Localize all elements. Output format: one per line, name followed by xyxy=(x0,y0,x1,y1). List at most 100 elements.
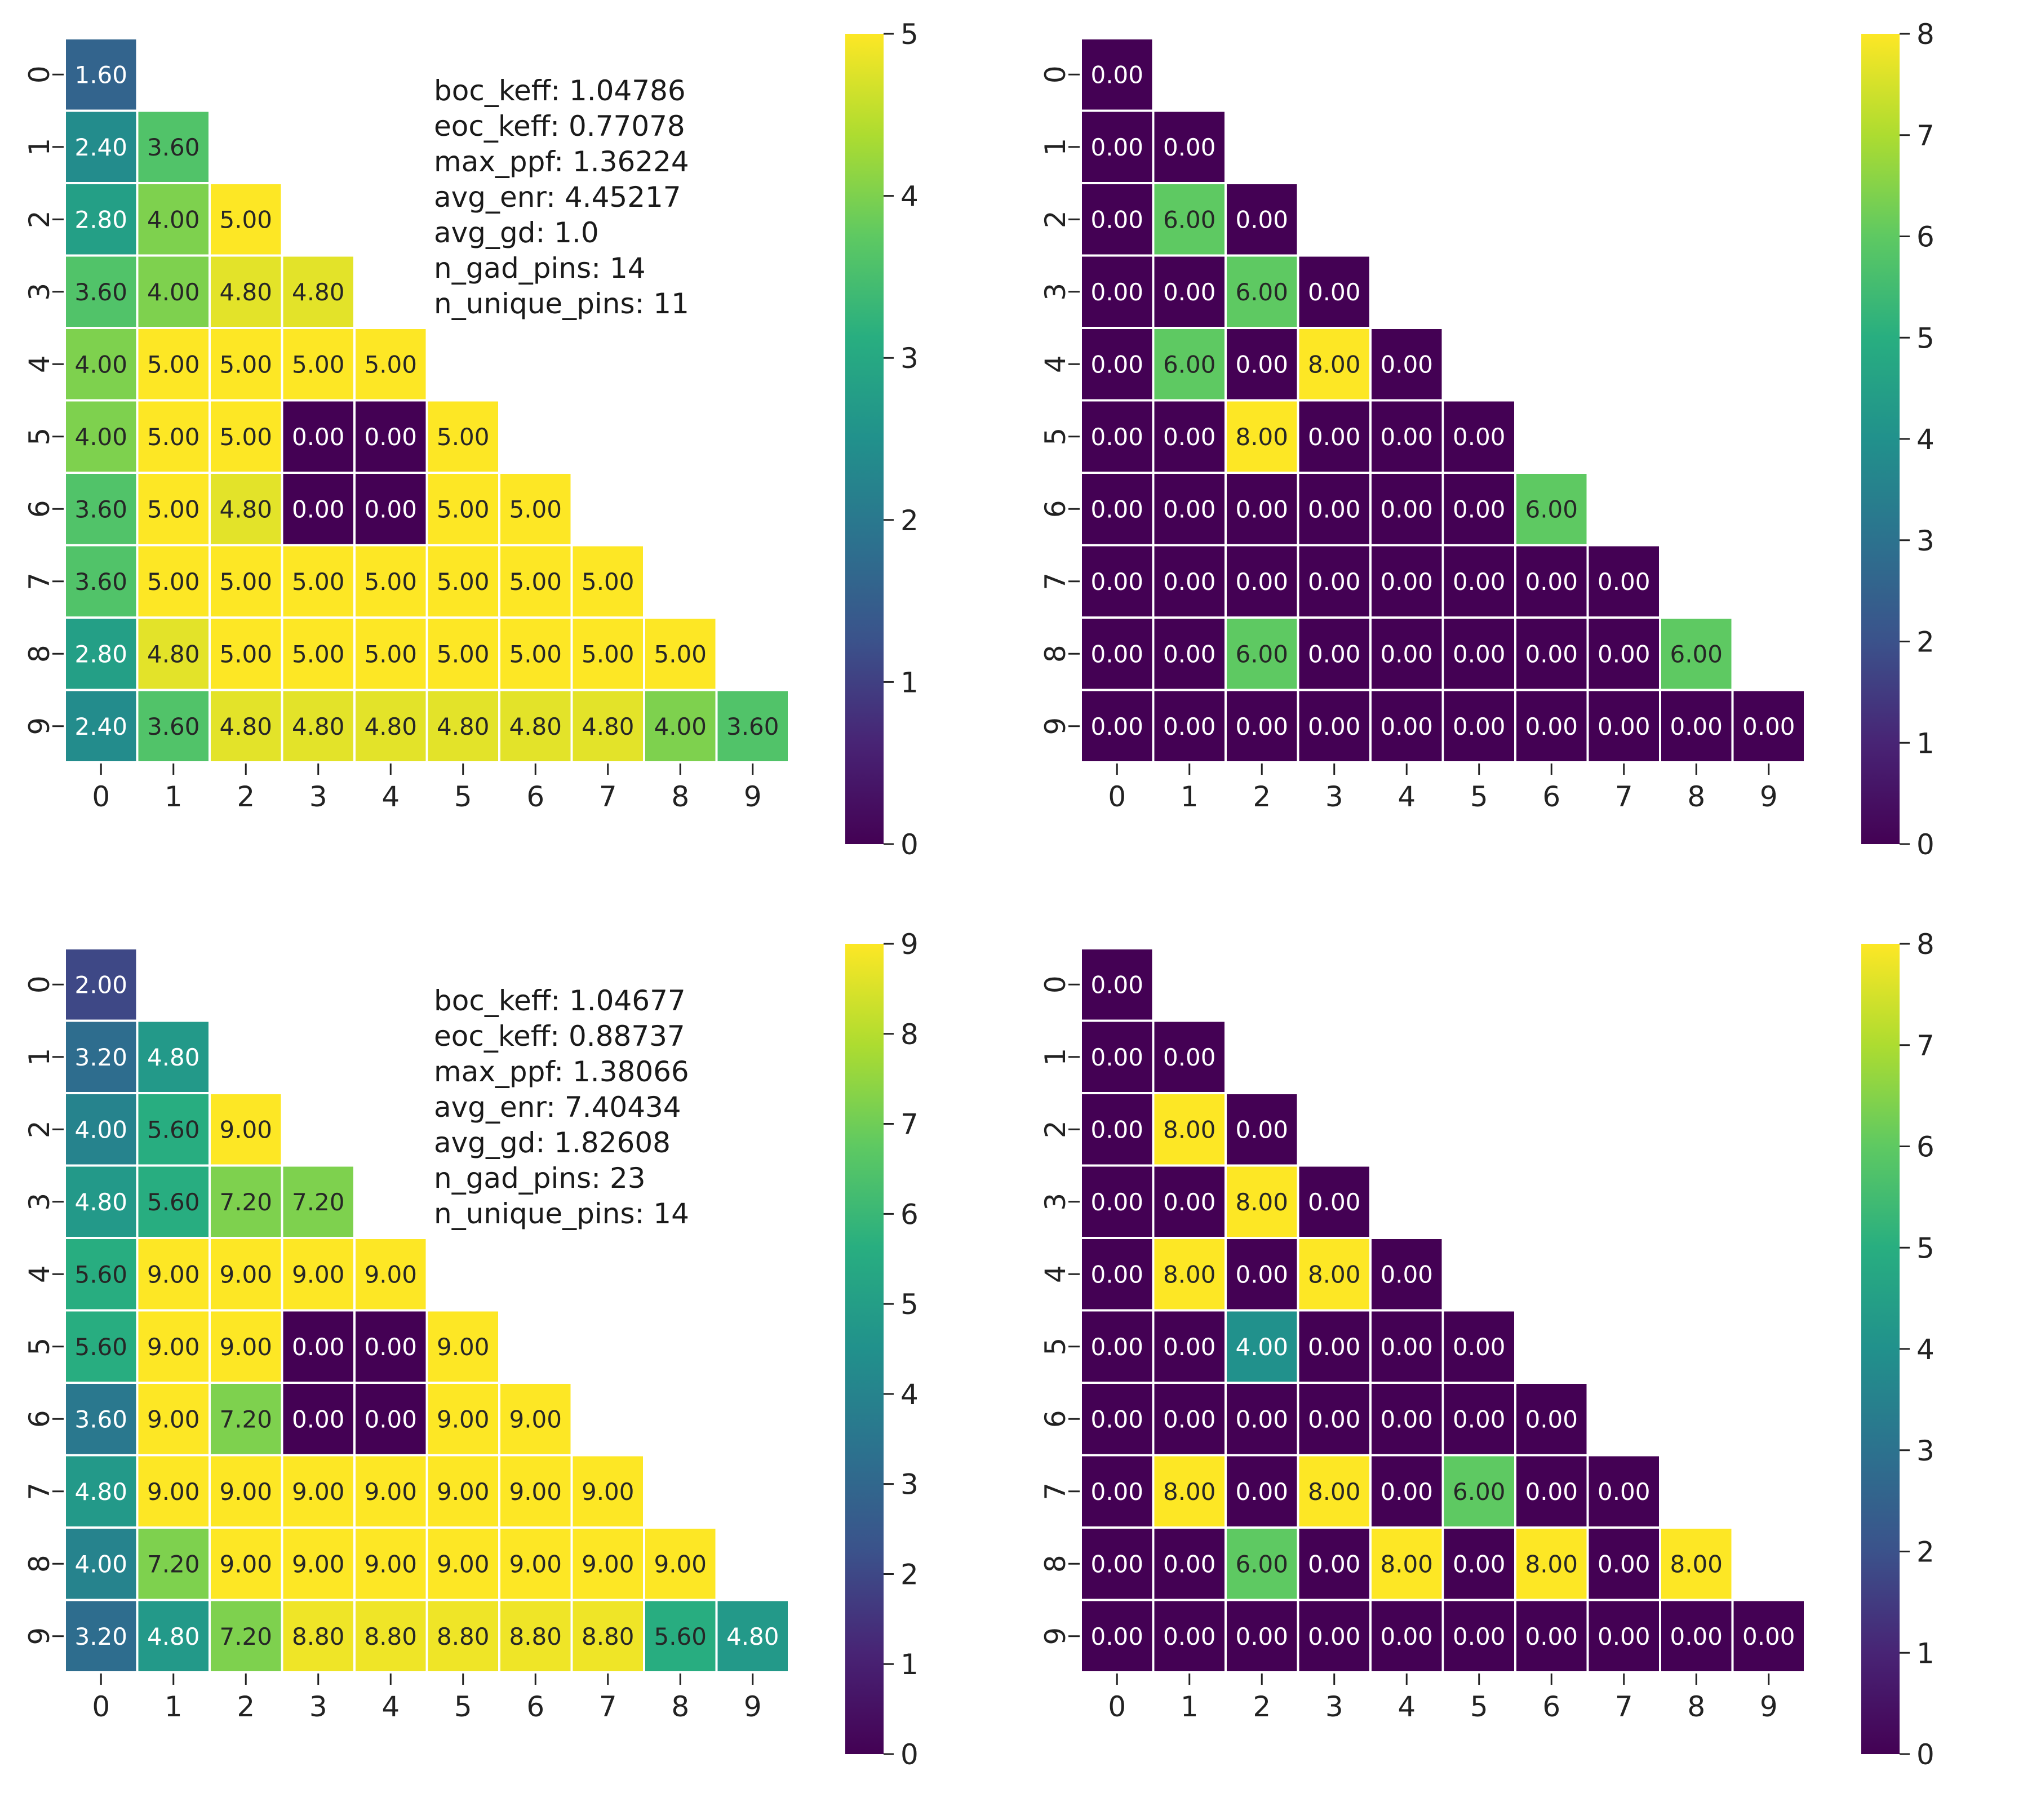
cell-value-label: 4.80 xyxy=(147,1044,200,1071)
cell-value-label: 0.00 xyxy=(1163,423,1216,451)
cell-value-label: 2.80 xyxy=(74,206,127,233)
cell-value-label: 3.60 xyxy=(726,713,779,740)
cell-value-label: 7.20 xyxy=(219,1623,272,1650)
cell-value-label: 9.00 xyxy=(292,1550,345,1578)
x-tick-label: 6 xyxy=(526,1690,544,1723)
heatmap-gadolinium-a: 0.00 0.00 0.00 0.00 6.00 0.00 0.00 0.00 6.00 0.00… xyxy=(1039,18,1935,861)
heatmap-cell xyxy=(208,1526,283,1601)
cell-value-label: 2.40 xyxy=(74,713,127,740)
heatmap-cell xyxy=(64,1599,139,1673)
colorbar-tick-label: 7 xyxy=(900,1108,919,1141)
heatmap-cell xyxy=(281,1164,356,1239)
stat-value: 0.88737 xyxy=(568,1020,685,1053)
cell-value-label: 4.80 xyxy=(292,713,345,740)
stat-line: avg_gd: 1.0 xyxy=(434,216,599,249)
cell-value-label: 4.80 xyxy=(582,713,635,740)
cell-value-label: 0.00 xyxy=(1670,713,1723,740)
y-tick-label: 3 xyxy=(23,1193,56,1211)
cell-value-label: 5.60 xyxy=(147,1116,200,1143)
cell-value-label: 5.60 xyxy=(74,1260,127,1288)
heatmap-cell xyxy=(136,689,211,763)
cell-value-label: 5.00 xyxy=(219,206,272,233)
x-tick-label: 7 xyxy=(1615,1690,1633,1723)
cell-value-label: 5.00 xyxy=(147,350,200,378)
y-tick-label: 4 xyxy=(1039,355,1072,373)
y-tick-label: 8 xyxy=(1039,645,1072,663)
heatmap-cell xyxy=(281,1382,356,1457)
colorbar-tick-label: 1 xyxy=(1916,1637,1935,1670)
stat-line: eoc_keff: 0.77078 xyxy=(434,110,685,143)
cell-value-label: 8.00 xyxy=(1380,1550,1433,1578)
cell-value-label: 0.00 xyxy=(1090,640,1143,668)
heatmap-cell xyxy=(136,109,211,184)
cell-value-label: 4.80 xyxy=(74,1188,127,1216)
x-tick-label: 2 xyxy=(237,780,255,813)
cell-value-label: 9.00 xyxy=(364,1478,417,1506)
cell-value-label: 0.00 xyxy=(1598,568,1651,596)
heatmap-cell xyxy=(643,689,718,763)
heatmap-cell xyxy=(1152,109,1227,184)
cell-value-label: 0.00 xyxy=(1598,1623,1651,1650)
stats-box: boc_keff: 1.04677 eoc_keff: 0.88737 max_… xyxy=(434,983,749,1232)
y-tick-label: 5 xyxy=(23,1338,56,1356)
heatmap-cell xyxy=(1441,472,1516,547)
heatmap-cell xyxy=(1152,1454,1227,1529)
y-tick-label: 7 xyxy=(1039,1482,1072,1501)
x-tick-label: 0 xyxy=(92,1690,110,1723)
heatmap-cell xyxy=(64,947,139,1022)
heatmap-cell xyxy=(136,616,211,691)
cell-value-label: 9.00 xyxy=(147,1260,200,1288)
heatmap-cell xyxy=(1224,1599,1299,1673)
heatmap-cell xyxy=(1586,544,1661,619)
cell-value-label: 5.00 xyxy=(219,423,272,451)
heatmap-cell xyxy=(1441,1526,1516,1601)
cell-value-label: 0.00 xyxy=(1235,1478,1288,1506)
cell-value-label: 0.00 xyxy=(364,1333,417,1361)
cell-value-label: 9.00 xyxy=(509,1405,562,1433)
cell-value-label: 0.00 xyxy=(1090,568,1143,596)
x-tick-label: 3 xyxy=(309,780,327,813)
cell-value-label: 9.00 xyxy=(364,1550,417,1578)
cell-value-label: 0.00 xyxy=(1090,1260,1143,1288)
stat-value: 1.04786 xyxy=(569,74,686,107)
heatmap-cell xyxy=(64,1019,139,1094)
cell-value-label: 0.00 xyxy=(1090,278,1143,306)
heatmap-cell xyxy=(1224,544,1299,619)
heatmap-cell xyxy=(715,1599,790,1673)
cell-value-label: 4.00 xyxy=(147,206,200,233)
cell-value-label: 0.00 xyxy=(1380,423,1433,451)
colorbar-tick-label: 6 xyxy=(1916,1131,1935,1164)
cell-value-label: 4.80 xyxy=(437,713,490,740)
colorbar-tick-label: 0 xyxy=(1916,828,1935,861)
cell-value-label: 0.00 xyxy=(1090,1333,1143,1361)
x-tick-label: 5 xyxy=(454,1690,472,1723)
cell-value-label: 0.00 xyxy=(1163,134,1216,161)
stat-key: n_unique_pins xyxy=(434,1197,635,1230)
heatmap-cell xyxy=(1152,544,1227,619)
colorbar-tick-label: 5 xyxy=(900,1288,919,1321)
colorbar-tick-label: 1 xyxy=(900,1648,919,1681)
stat-line: avg_enr: 7.40434 xyxy=(434,1091,681,1124)
heatmap-cell xyxy=(1369,1454,1444,1529)
heatmap-cell xyxy=(1224,616,1299,691)
heatmap-cell xyxy=(1659,1526,1734,1601)
heatmap-cell xyxy=(1080,947,1155,1022)
cell-value-label: 8.80 xyxy=(364,1623,417,1650)
cell-value-label: 5.00 xyxy=(364,640,417,668)
heatmap-cell xyxy=(1297,1599,1372,1673)
cell-value-label: 0.00 xyxy=(1235,568,1288,596)
cell-value-label: 5.00 xyxy=(582,568,635,596)
stat-value: 1.04677 xyxy=(569,984,686,1017)
heatmap-enrichment-b: 2.00 3.20 4.80 4.00 5.60 9.00 4.80 5.60 7.20 7.20… xyxy=(23,928,919,1771)
cell-value-label: 9.00 xyxy=(364,1260,417,1288)
y-tick-label: 9 xyxy=(1039,717,1072,735)
cell-value-label: 7.20 xyxy=(292,1188,345,1216)
colorbar-tick-label: 1 xyxy=(900,666,919,699)
x-tick-label: 6 xyxy=(1542,780,1560,813)
cell-value-label: 5.00 xyxy=(582,640,635,668)
heatmap-cell xyxy=(1369,1526,1444,1601)
cell-value-label: 5.00 xyxy=(364,350,417,378)
x-tick-label: 7 xyxy=(599,780,617,813)
heatmap-cell xyxy=(1080,327,1155,402)
cell-value-label: 0.00 xyxy=(1235,206,1288,233)
